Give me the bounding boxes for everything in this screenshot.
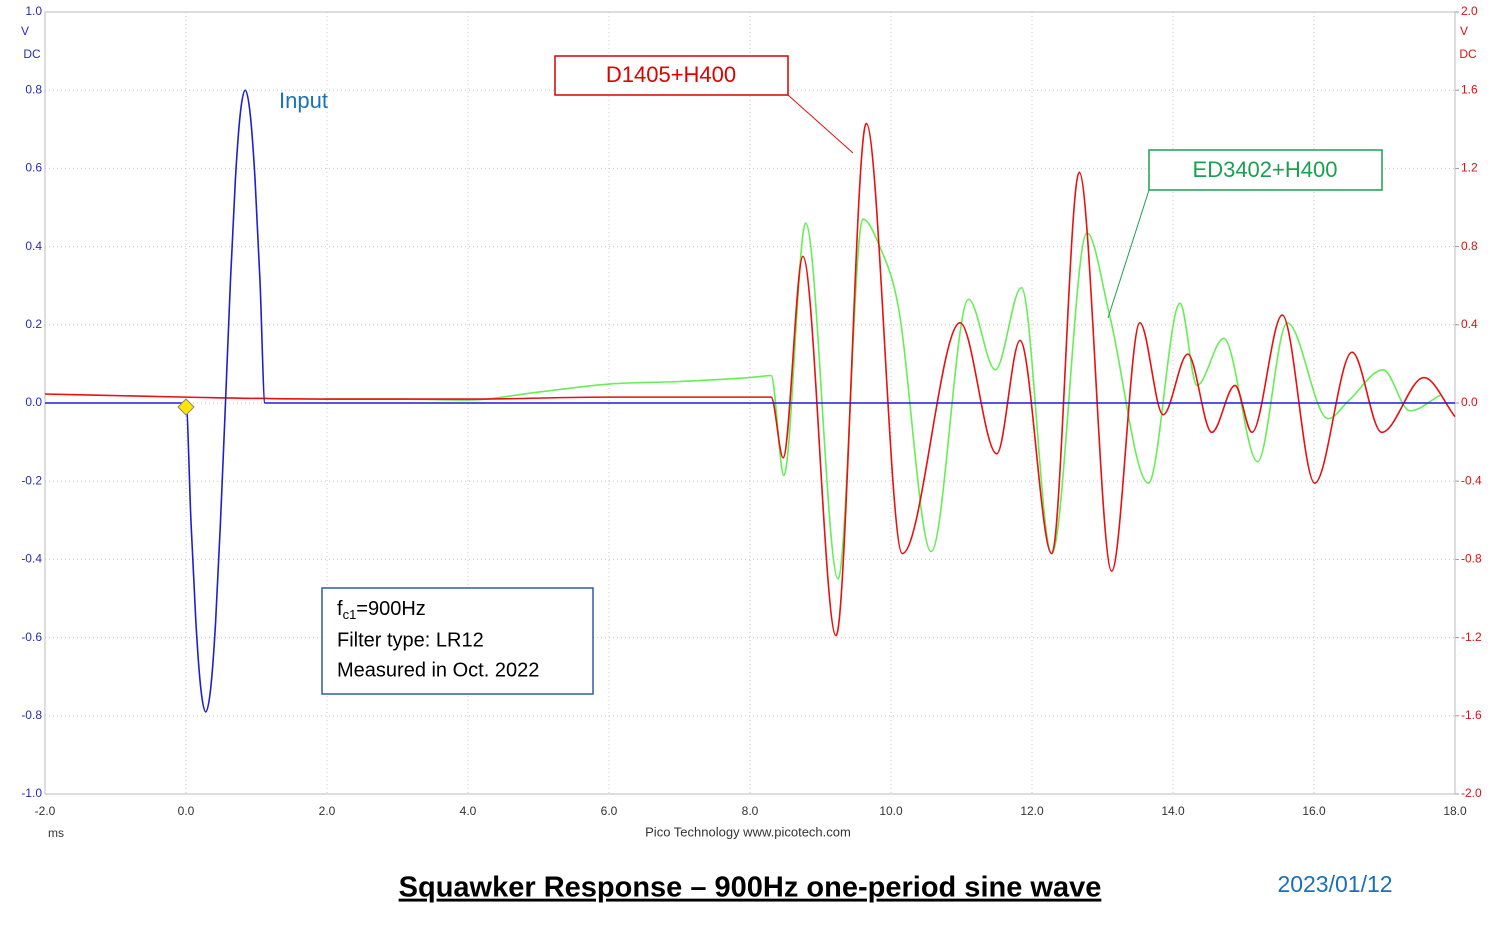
chart-title: Squawker Response – 900Hz one-period sin… — [399, 872, 1102, 904]
x-tick-label: 8.0 — [742, 804, 759, 818]
y2-tick-label: -0.4 — [1461, 473, 1482, 487]
y-unit: DC — [23, 47, 41, 61]
y2-tick-label: 1.6 — [1461, 82, 1478, 96]
y-tick-label: 0.2 — [25, 317, 42, 331]
y-tick-label: -0.2 — [21, 473, 42, 487]
y-tick-label: -0.8 — [21, 708, 42, 722]
y-tick-label: 0.0 — [25, 395, 42, 409]
date: 2023/01/12 — [1277, 871, 1392, 897]
x-tick-label: 14.0 — [1161, 804, 1185, 818]
leader-line — [787, 94, 854, 154]
y-unit: V — [21, 24, 29, 38]
note-line: Filter type: LR12 — [337, 629, 484, 651]
x-tick-label: 2.0 — [319, 804, 336, 818]
y-tick-label: -1.0 — [21, 786, 42, 800]
y2-unit: DC — [1459, 47, 1477, 61]
x-tick-label: 0.0 — [178, 804, 195, 818]
note-box — [321, 587, 594, 695]
series-line — [324, 218, 1441, 580]
y2-tick-label: 2.0 — [1461, 4, 1478, 18]
x-tick-label: 18.0 — [1443, 804, 1467, 818]
y-tick-label: -0.6 — [21, 630, 42, 644]
note-text: =900Hz — [356, 598, 426, 620]
legend-label: D1405+H400 — [606, 62, 736, 87]
y2-tick-label: -1.2 — [1461, 630, 1482, 644]
note-line: fc1=900Hz — [337, 598, 426, 622]
note-text: f — [337, 598, 343, 620]
x-unit: ms — [48, 826, 64, 840]
x-tick-label: 16.0 — [1302, 804, 1326, 818]
series-line — [45, 89, 1455, 713]
legend-box — [1148, 149, 1383, 191]
x-tick-label: 4.0 — [460, 804, 477, 818]
y2-tick-label: 0.0 — [1461, 395, 1478, 409]
y2-tick-label: -2.0 — [1461, 786, 1482, 800]
plot — [44, 11, 1459, 795]
note-line: Measured in Oct. 2022 — [337, 659, 539, 681]
legend-box — [554, 55, 789, 96]
leader-line — [1107, 189, 1150, 319]
trigger-marker — [177, 398, 195, 416]
x-tick-label: 12.0 — [1020, 804, 1044, 818]
y-tick-label: 1.0 — [25, 4, 42, 18]
y2-tick-label: -1.6 — [1461, 708, 1482, 722]
y2-tick-label: -0.8 — [1461, 552, 1482, 566]
footer: Pico Technology www.picotech.com — [645, 824, 851, 839]
x-tick-label: -2.0 — [35, 804, 56, 818]
note-subscript: c1 — [343, 607, 357, 622]
legend-label: Input — [279, 88, 328, 113]
x-tick-label: 10.0 — [879, 804, 903, 818]
y2-tick-label: 1.2 — [1461, 161, 1478, 175]
x-tick-label: 6.0 — [601, 804, 618, 818]
y-tick-label: 0.6 — [25, 161, 42, 175]
series-line — [44, 122, 1456, 637]
y2-unit: V — [1460, 24, 1468, 38]
y-tick-label: 0.8 — [25, 82, 42, 96]
y-tick-label: 0.4 — [25, 239, 42, 253]
y-tick-label: -0.4 — [21, 552, 42, 566]
y2-tick-label: 0.8 — [1461, 239, 1478, 253]
legend-label: ED3402+H400 — [1193, 157, 1338, 182]
y2-tick-label: 0.4 — [1461, 317, 1478, 331]
